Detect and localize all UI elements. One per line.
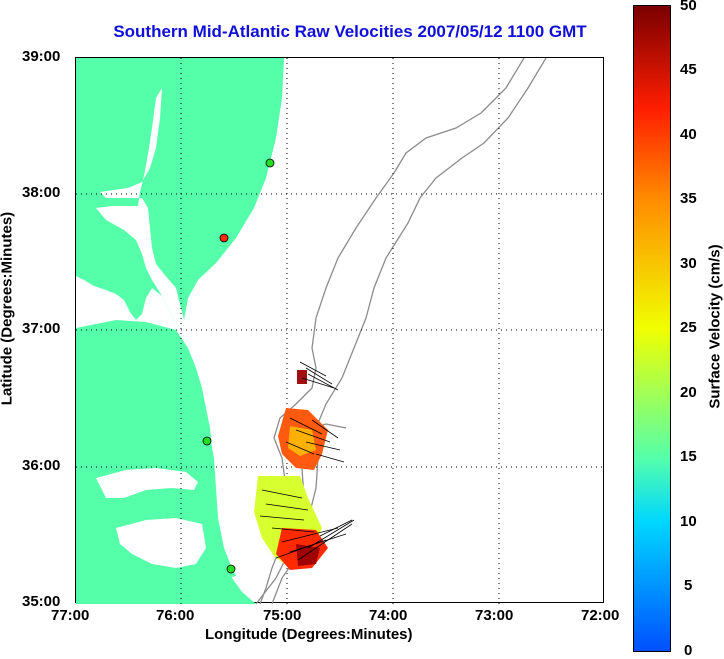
radar-stations bbox=[202, 158, 275, 574]
map-canvas bbox=[76, 57, 605, 605]
cbar-tick-5: 5 bbox=[684, 577, 693, 594]
x-tick-77: 77:00 bbox=[51, 607, 90, 624]
cbar-tick-0: 0 bbox=[684, 642, 693, 659]
cbar-tick-10: 10 bbox=[680, 513, 697, 530]
cbar-tick-40: 40 bbox=[680, 126, 697, 143]
cbar-tick-20: 20 bbox=[680, 384, 697, 401]
x-tick-72: 72:00 bbox=[581, 607, 620, 624]
y-tick-37: 37:00 bbox=[22, 320, 61, 337]
x-axis-label: Longitude (Degrees:Minutes) bbox=[205, 626, 413, 643]
station-marker bbox=[202, 436, 212, 446]
cbar-tick-25: 25 bbox=[680, 319, 697, 336]
outer-banks bbox=[202, 438, 236, 578]
station-marker bbox=[219, 233, 229, 243]
x-tick-75: 75:00 bbox=[263, 607, 302, 624]
station-marker bbox=[226, 564, 236, 574]
cbar-tick-45: 45 bbox=[680, 61, 697, 78]
cbar-tick-30: 30 bbox=[680, 255, 697, 272]
y-tick-36: 36:00 bbox=[22, 457, 61, 474]
y-tick-35: 35:00 bbox=[22, 593, 61, 610]
velocity-vectors bbox=[259, 361, 355, 561]
map-panel bbox=[75, 57, 605, 605]
chesapeake-bay bbox=[96, 88, 184, 328]
y-tick-38: 38:00 bbox=[22, 184, 61, 201]
x-tick-74: 74:00 bbox=[369, 607, 408, 624]
cbar-tick-15: 15 bbox=[680, 448, 697, 465]
colorbar-label: Surface Velocity (cm/s) bbox=[706, 244, 724, 409]
y-axis-label: Latitude (Degrees:Minutes) bbox=[0, 211, 16, 406]
y-tick-39: 39:00 bbox=[22, 48, 61, 65]
x-tick-73: 73:00 bbox=[475, 607, 514, 624]
station-marker bbox=[265, 158, 275, 168]
colorbar bbox=[633, 5, 671, 652]
cbar-tick-35: 35 bbox=[680, 190, 697, 207]
velocity-patch-north bbox=[297, 370, 307, 384]
land-delmarva bbox=[76, 58, 284, 328]
map-title: Southern Mid-Atlantic Raw Velocities 200… bbox=[113, 22, 587, 41]
x-tick-76: 76:00 bbox=[156, 607, 195, 624]
pamlico-sound bbox=[96, 468, 206, 568]
cbar-tick-50: 50 bbox=[680, 0, 697, 14]
